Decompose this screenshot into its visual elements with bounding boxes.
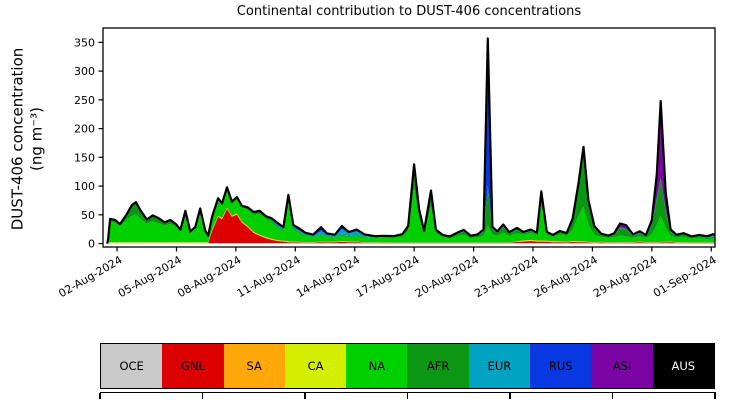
legend: OCE GNL SA CA NA AFR EUR RUS ASI AUS <box>100 343 715 389</box>
y-tick-label: 300 <box>74 65 95 78</box>
x-tick-label: 20-Aug-2024 <box>413 253 481 300</box>
legend-cell-AFR: AFR <box>407 344 469 388</box>
y-tick-label: 100 <box>74 180 95 193</box>
chart-title: Continental contribution to DUST-406 con… <box>236 4 582 19</box>
x-tick-label: 01-Sep-2024 <box>651 253 719 300</box>
legend-cell-SA: SA <box>223 344 285 388</box>
area-GNL <box>107 208 715 244</box>
legend-axis-spine <box>100 392 716 393</box>
y-axis-label-line1: DUST-406 concentration <box>8 47 27 231</box>
x-tick-label: 26-Aug-2024 <box>532 253 600 300</box>
y-tick-label: 150 <box>74 151 95 164</box>
legend-cell-AUS: AUS <box>652 344 714 388</box>
y-axis-label: DUST-406 concentration (ng m⁻³) <box>8 48 46 231</box>
x-tick-label: 08-Aug-2024 <box>175 253 243 300</box>
legend-tick <box>406 393 409 399</box>
y-tick-label: 350 <box>74 36 95 49</box>
legend-tick <box>201 393 204 399</box>
area-NA <box>107 188 715 244</box>
legend-tick <box>611 393 614 399</box>
y-tick-label: 200 <box>74 123 95 136</box>
legend-cell-ASI: ASI <box>591 344 653 388</box>
legend-cell-EUR: EUR <box>468 344 531 388</box>
x-tick-label: 23-Aug-2024 <box>472 253 540 300</box>
y-tick-label: 0 <box>88 238 95 251</box>
x-tick-label: 14-Aug-2024 <box>294 253 362 300</box>
y-tick-label: 50 <box>81 209 95 222</box>
legend-tick <box>714 393 716 399</box>
x-tick-label: 17-Aug-2024 <box>354 253 422 300</box>
legend-cell-NA: NA <box>346 344 408 388</box>
x-tick-label: 29-Aug-2024 <box>591 253 659 300</box>
legend-cell-RUS: RUS <box>530 344 592 388</box>
x-tick-label: 02-Aug-2024 <box>56 253 124 300</box>
x-tick-label: 05-Aug-2024 <box>116 253 184 300</box>
legend-tick <box>304 393 306 399</box>
x-tick-label: 11-Aug-2024 <box>235 253 303 300</box>
y-axis-label-line2: (ng m⁻³) <box>27 106 45 172</box>
legend-cell-GNL: GNL <box>162 344 224 388</box>
area-CA <box>107 207 715 244</box>
legend-cell-OCE: OCE <box>101 344 163 388</box>
legend-cell-CA: CA <box>284 344 347 388</box>
legend-tick <box>99 393 101 399</box>
y-tick-label: 250 <box>74 94 95 107</box>
total-line <box>106 37 716 244</box>
axes-frame <box>102 27 716 248</box>
legend-tick <box>509 393 511 399</box>
